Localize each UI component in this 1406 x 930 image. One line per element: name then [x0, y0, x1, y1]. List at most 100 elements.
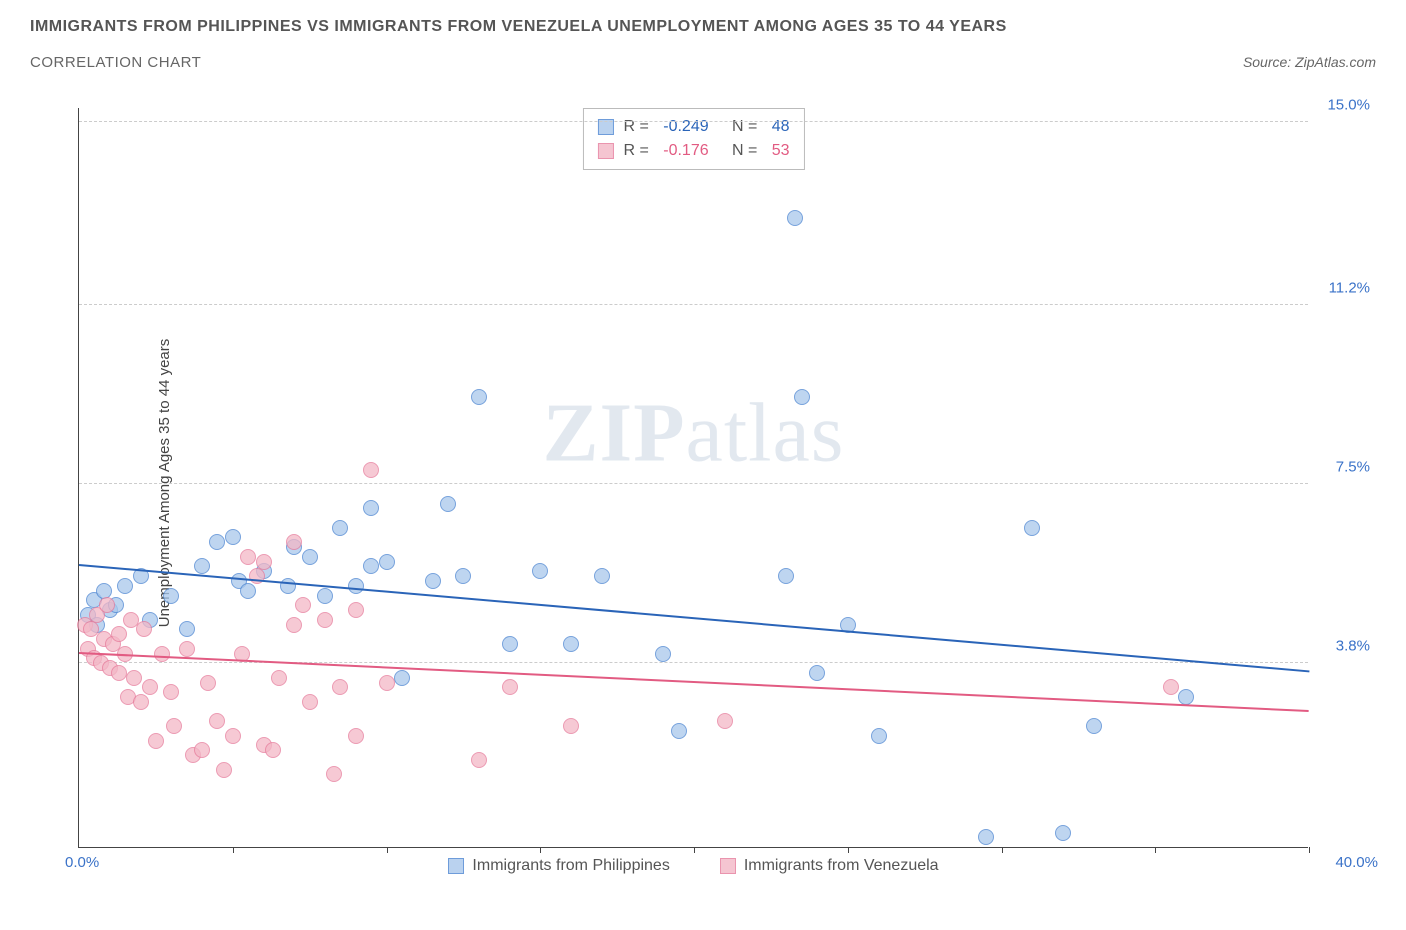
- x-tick: [233, 847, 234, 853]
- data-point: [1163, 679, 1179, 695]
- data-point: [1086, 718, 1102, 734]
- data-point: [317, 612, 333, 628]
- y-tick-label: 15.0%: [1327, 96, 1370, 113]
- data-point: [348, 578, 364, 594]
- data-point: [133, 694, 149, 710]
- data-point: [286, 534, 302, 550]
- data-point: [394, 670, 410, 686]
- subtitle: CORRELATION CHART: [30, 54, 201, 71]
- y-tick-label: 11.2%: [1329, 280, 1370, 297]
- data-point: [594, 568, 610, 584]
- data-point: [209, 713, 225, 729]
- data-point: [111, 626, 127, 642]
- legend-item: Immigrants from Venezuela: [720, 857, 939, 875]
- data-point: [209, 534, 225, 550]
- data-point: [179, 641, 195, 657]
- header: IMMIGRANTS FROM PHILIPPINES VS IMMIGRANT…: [0, 0, 1406, 71]
- data-point: [194, 558, 210, 574]
- data-point: [1055, 825, 1071, 841]
- data-point: [471, 752, 487, 768]
- y-tick-label: 7.5%: [1336, 459, 1370, 476]
- data-point: [148, 733, 164, 749]
- data-point: [655, 646, 671, 662]
- data-point: [1178, 689, 1194, 705]
- data-point: [265, 742, 281, 758]
- gridline: [79, 121, 1308, 122]
- data-point: [363, 462, 379, 478]
- y-tick-label: 3.8%: [1336, 638, 1370, 655]
- data-point: [471, 389, 487, 405]
- data-point: [978, 829, 994, 845]
- data-point: [111, 665, 127, 681]
- data-point: [302, 694, 318, 710]
- x-tick: [694, 847, 695, 853]
- plot-area: ZIPatlas R = -0.249 N = 48R = -0.176 N =…: [78, 108, 1308, 848]
- data-point: [363, 558, 379, 574]
- data-point: [563, 636, 579, 652]
- legend-label: Immigrants from Venezuela: [744, 857, 939, 875]
- x-tick: [1002, 847, 1003, 853]
- trend-line: [79, 564, 1309, 672]
- data-point: [142, 679, 158, 695]
- data-point: [326, 766, 342, 782]
- stats-row: R = -0.249 N = 48: [597, 115, 789, 139]
- series-legend: Immigrants from Philippines Immigrants fr…: [79, 857, 1308, 875]
- series-swatch: [448, 858, 464, 874]
- data-point: [240, 583, 256, 599]
- data-point: [295, 597, 311, 613]
- x-tick: [387, 847, 388, 853]
- trend-line: [79, 652, 1309, 712]
- data-point: [794, 389, 810, 405]
- data-point: [225, 728, 241, 744]
- data-point: [317, 588, 333, 604]
- stats-row: R = -0.176 N = 53: [597, 139, 789, 163]
- data-point: [1024, 520, 1040, 536]
- gridline: [79, 304, 1308, 305]
- data-point: [778, 568, 794, 584]
- data-point: [502, 679, 518, 695]
- source-label: Source: ZipAtlas.com: [1243, 54, 1376, 70]
- data-point: [717, 713, 733, 729]
- data-point: [256, 554, 272, 570]
- data-point: [117, 578, 133, 594]
- data-point: [809, 665, 825, 681]
- series-swatch: [720, 858, 736, 874]
- data-point: [271, 670, 287, 686]
- series-swatch: [597, 143, 613, 159]
- main-title: IMMIGRANTS FROM PHILIPPINES VS IMMIGRANT…: [30, 18, 1376, 36]
- data-point: [440, 496, 456, 512]
- data-point: [136, 621, 152, 637]
- data-point: [280, 578, 296, 594]
- gridline: [79, 483, 1308, 484]
- data-point: [163, 588, 179, 604]
- data-point: [671, 723, 687, 739]
- legend-label: Immigrants from Philippines: [472, 857, 669, 875]
- data-point: [163, 684, 179, 700]
- x-tick: [848, 847, 849, 853]
- data-point: [379, 554, 395, 570]
- x-tick: [540, 847, 541, 853]
- data-point: [332, 520, 348, 536]
- data-point: [563, 718, 579, 734]
- data-point: [225, 529, 241, 545]
- data-point: [194, 742, 210, 758]
- data-point: [348, 602, 364, 618]
- x-tick: [1155, 847, 1156, 853]
- data-point: [216, 762, 232, 778]
- legend-item: Immigrants from Philippines: [448, 857, 669, 875]
- data-point: [787, 210, 803, 226]
- data-point: [154, 646, 170, 662]
- data-point: [379, 675, 395, 691]
- data-point: [363, 500, 379, 516]
- data-point: [532, 563, 548, 579]
- data-point: [96, 583, 112, 599]
- data-point: [871, 728, 887, 744]
- data-point: [166, 718, 182, 734]
- data-point: [302, 549, 318, 565]
- data-point: [502, 636, 518, 652]
- data-point: [200, 675, 216, 691]
- x-max-label: 40.0%: [1335, 854, 1378, 871]
- chart-container: Unemployment Among Ages 35 to 44 years Z…: [60, 98, 1380, 868]
- data-point: [240, 549, 256, 565]
- x-min-label: 0.0%: [65, 854, 99, 871]
